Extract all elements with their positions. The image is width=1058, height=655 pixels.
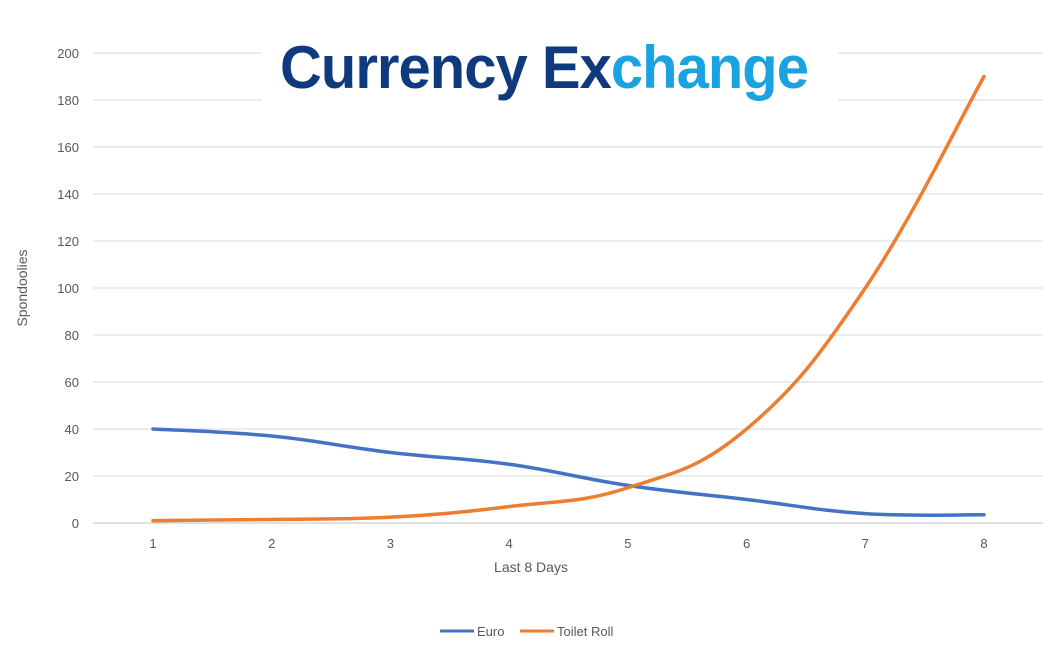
x-tick-labels: 1 2 3 4 5 6 7 8 <box>149 536 987 551</box>
y-tick-label: 0 <box>72 516 79 531</box>
x-tick-label: 8 <box>980 536 987 551</box>
legend-label-toilet-roll: Toilet Roll <box>557 624 613 639</box>
currency-exchange-logo: Currency Exchange <box>262 28 838 110</box>
y-tick-label: 40 <box>65 422 79 437</box>
series-line-euro <box>151 427 986 518</box>
y-tick-labels: 0 20 40 60 80 100 120 140 160 180 200 <box>57 46 79 531</box>
x-tick-label: 1 <box>149 536 156 551</box>
logo-background <box>262 28 838 110</box>
logo-word-ex: Ex <box>542 34 612 101</box>
x-tick-label: 2 <box>268 536 275 551</box>
series-lines <box>151 74 986 523</box>
series-line-toilet-roll <box>151 74 986 523</box>
x-tick-label: 5 <box>624 536 631 551</box>
y-tick-label: 60 <box>65 375 79 390</box>
x-tick-label: 3 <box>387 536 394 551</box>
legend-label-euro: Euro <box>477 624 504 639</box>
y-tick-label: 80 <box>65 328 79 343</box>
x-tick-label: 6 <box>743 536 750 551</box>
y-tick-label: 160 <box>57 140 79 155</box>
y-tick-label: 180 <box>57 93 79 108</box>
y-tick-label: 140 <box>57 187 79 202</box>
y-tick-label: 20 <box>65 469 79 484</box>
y-tick-label: 100 <box>57 281 79 296</box>
y-tick-label: 200 <box>57 46 79 61</box>
x-axis-label: Last 8 Days <box>494 559 568 575</box>
logo-word-change: change <box>611 34 808 101</box>
logo-word-currency: Currency <box>280 34 528 101</box>
logo-text: Currency Exchange <box>280 34 808 101</box>
chart-legend: Euro Toilet Roll <box>440 624 613 639</box>
x-tick-label: 4 <box>506 536 513 551</box>
gridlines <box>93 52 1043 524</box>
y-axis-label: Spondoolies <box>14 249 30 326</box>
y-tick-label: 120 <box>57 234 79 249</box>
x-tick-label: 7 <box>862 536 869 551</box>
